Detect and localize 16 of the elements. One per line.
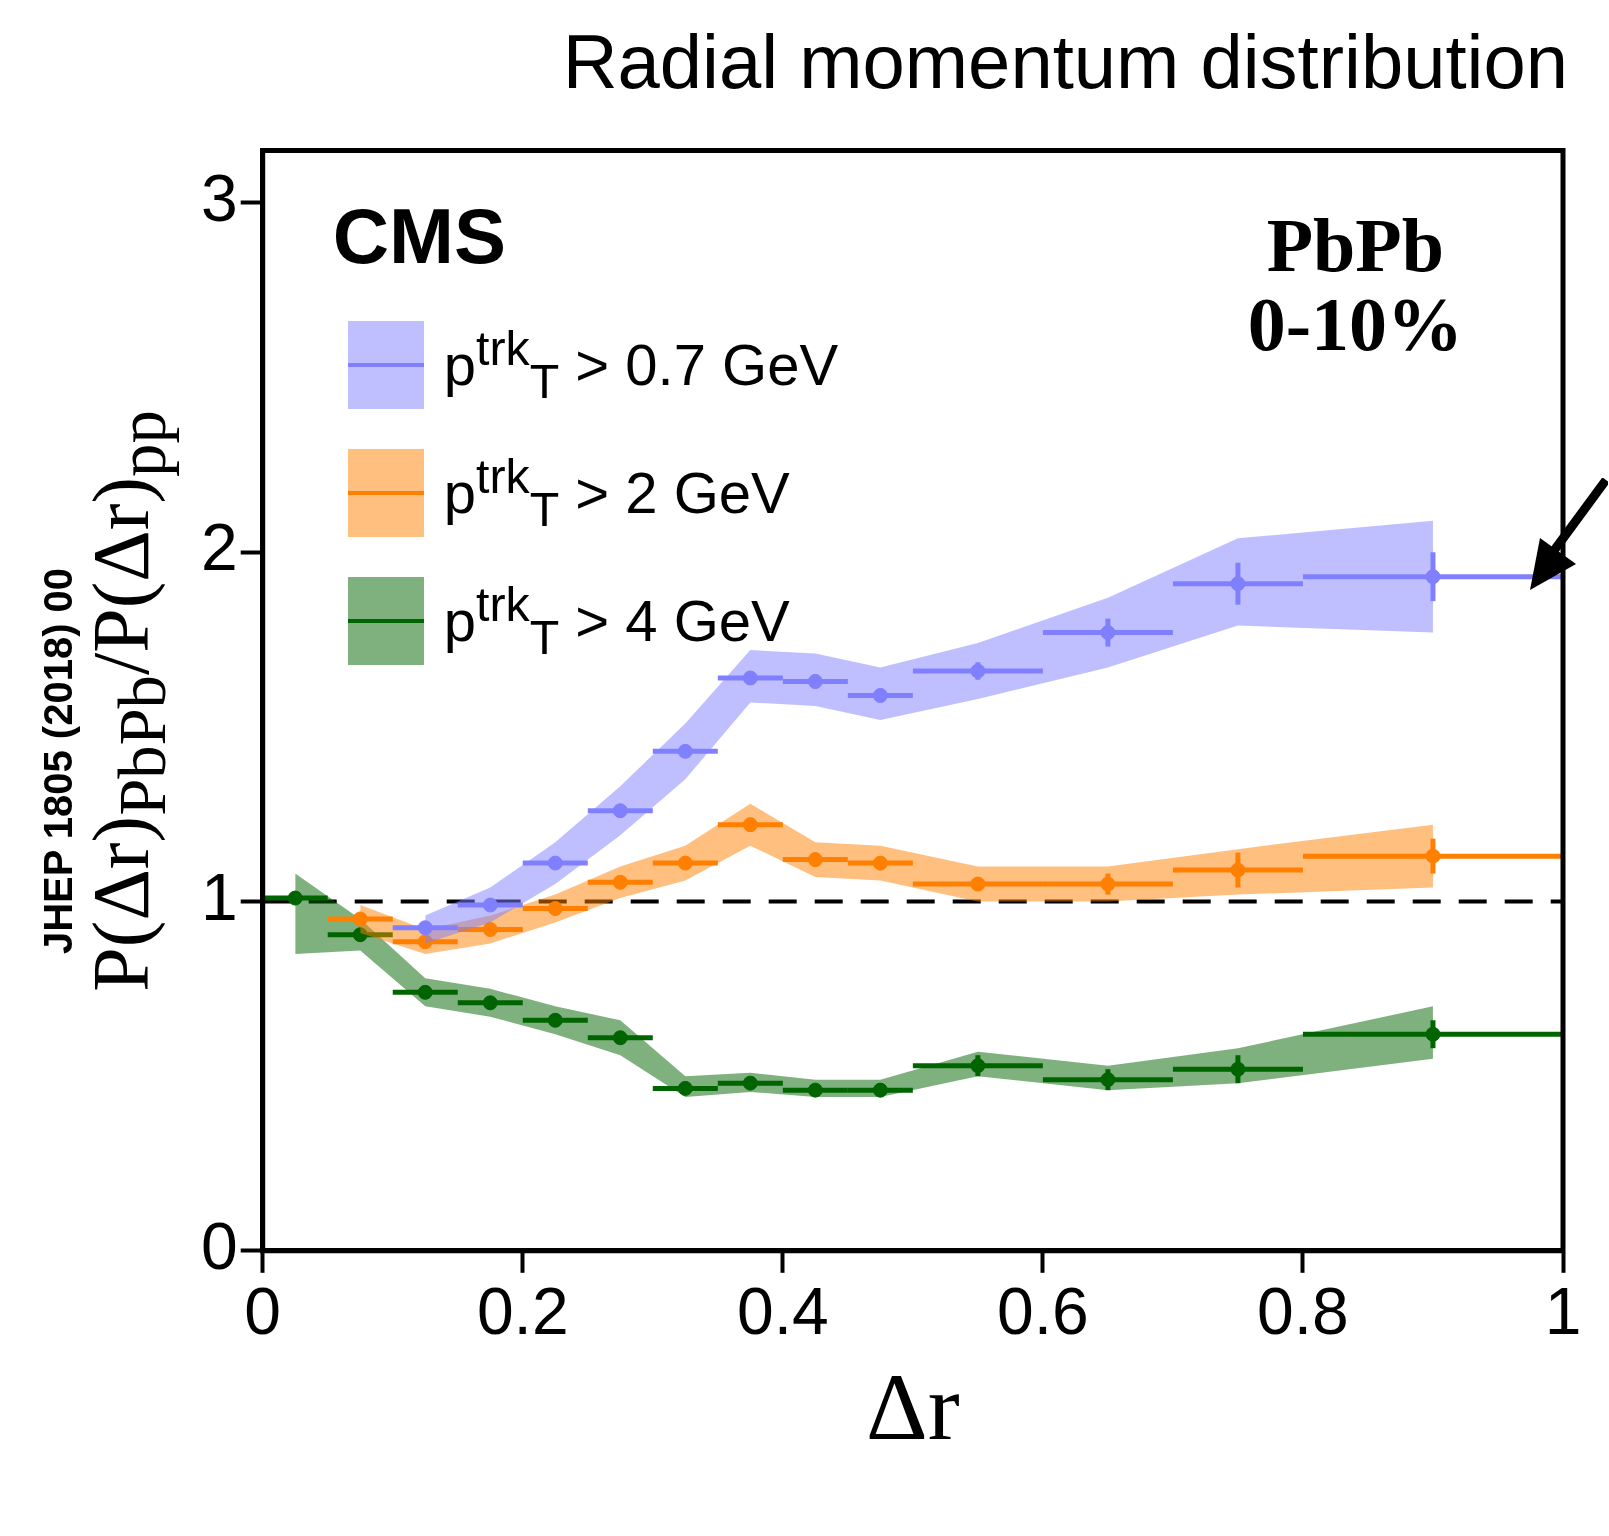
annotation: CMS (332, 190, 507, 282)
y-tick-label: 2 (200, 510, 238, 585)
x-tick-label: 0.2 (476, 1273, 569, 1348)
y-tick-label: 3 (200, 161, 238, 236)
x-tick-label: 0.6 (997, 1273, 1089, 1348)
x-axis-title: Δr (865, 1351, 961, 1462)
y-tick-label: 1 (200, 859, 238, 934)
legend-label: p$^{trk}$$_{T}$ > 0.7 GeV (443, 320, 839, 410)
x-tick-label: 0.8 (1257, 1273, 1349, 1348)
y-tick-label: 0 (200, 1209, 238, 1283)
legend-label: p$^{trk}$$_{T}$ > 2 GeV (443, 448, 790, 538)
x-tick-label: 0.4 (736, 1273, 829, 1348)
legend-label: p$^{trk}$$_{T}$ > 4 GeV (443, 576, 790, 666)
chart-title: Radial momentum distribution (561, 18, 1569, 105)
x-tick-label: 1 (1544, 1273, 1582, 1348)
text: JHEP 1805 (2018) 00 (35, 567, 81, 954)
